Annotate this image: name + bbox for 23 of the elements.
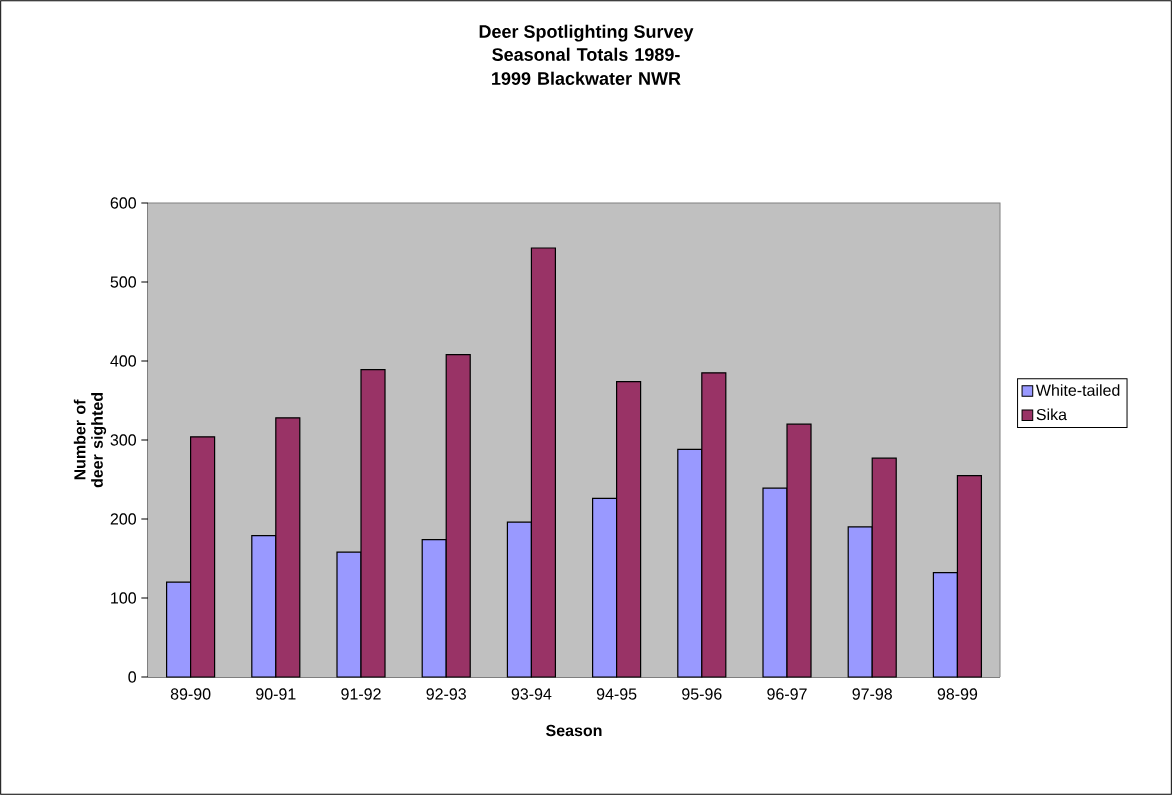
x-tick-label: 89-90: [170, 688, 211, 700]
x-tick-label: 93-94: [511, 688, 552, 700]
chart-subtitle: Seasonal Totals 1989-1999 Blackwater NWR: [492, 47, 681, 85]
y-tick-label: 600: [110, 197, 137, 209]
x-tick-label: 97-98: [852, 688, 892, 700]
y-tick-label: 500: [110, 276, 137, 288]
y-tick-label: 200: [110, 513, 137, 525]
chart-title: Deer Spotlighting Survey: [479, 24, 694, 42]
legend-label: White-tailed: [1035, 384, 1120, 396]
y-axis-title: Number of deer sighted: [73, 393, 107, 488]
x-tick-label: 92-93: [426, 688, 466, 700]
x-tick-label: 96-97: [767, 688, 807, 700]
x-tick-label: 91-92: [341, 688, 381, 700]
y-tick-label: 400: [110, 355, 137, 367]
x-tick-label: 90-91: [256, 688, 296, 700]
x-axis-title: Season: [546, 724, 602, 737]
y-tick-label: 300: [110, 434, 137, 446]
x-tick-label: 98-99: [937, 688, 978, 700]
y-tick-label: 100: [111, 592, 137, 604]
y-tick-label: 0: [128, 671, 137, 683]
x-tick-label: 95-96: [682, 688, 722, 700]
x-tick-label: 94-95: [596, 688, 637, 700]
legend-label: Sika: [1036, 408, 1067, 421]
